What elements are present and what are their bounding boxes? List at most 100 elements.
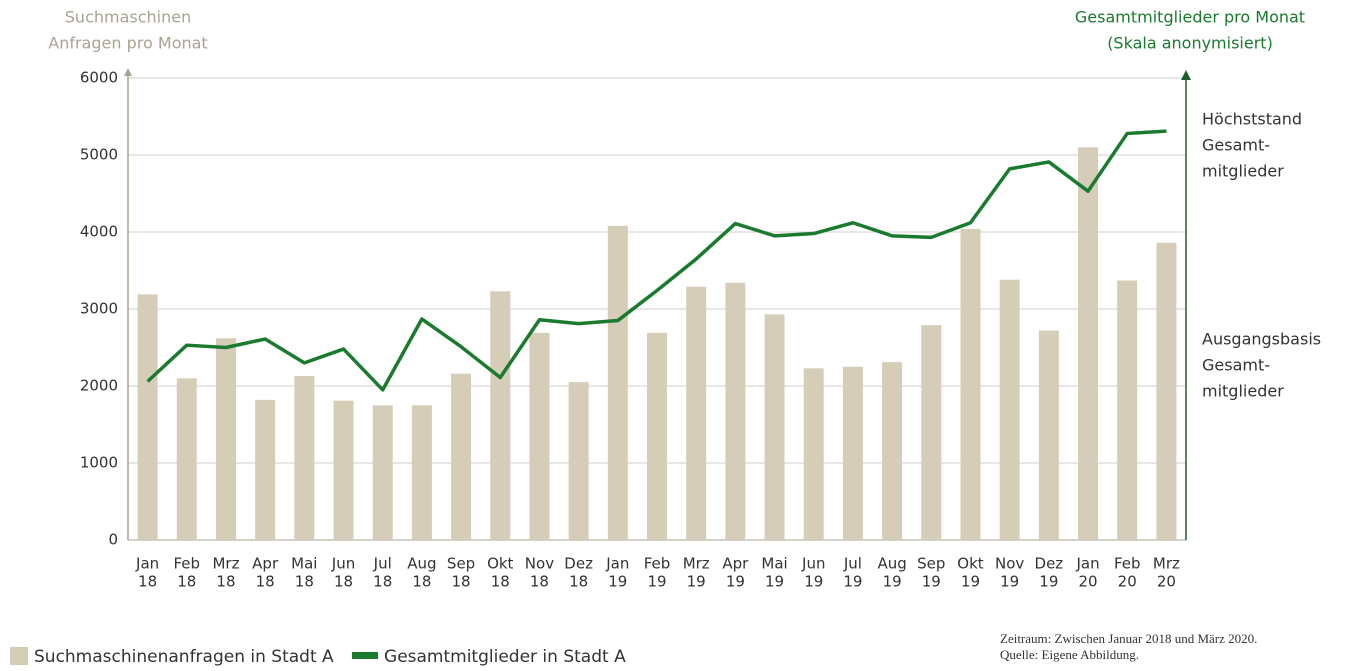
bar xyxy=(294,375,315,540)
x-tick-label: Feb xyxy=(1114,555,1141,573)
legend-label: Gesamtmitglieder in Stadt A xyxy=(384,647,626,667)
legend-label: Suchmaschinenanfragen in Stadt A xyxy=(34,647,334,667)
bar xyxy=(686,286,707,540)
annotation: Gesamt- xyxy=(1202,136,1270,155)
x-tick-label: Apr xyxy=(722,555,749,573)
x-tick-label: Jul xyxy=(373,555,392,573)
annotation: mitglieder xyxy=(1202,382,1284,401)
bar xyxy=(1156,242,1177,540)
x-tick-label: Mai xyxy=(761,555,787,573)
bar xyxy=(372,405,393,540)
bar xyxy=(921,325,942,540)
x-tick-label: Jan xyxy=(605,555,629,573)
y-tick-label: 1000 xyxy=(80,454,118,472)
x-tick-label: 18 xyxy=(295,573,314,591)
legend-swatch xyxy=(352,652,379,659)
x-tick-label: Feb xyxy=(173,555,200,573)
x-tick-label: 19 xyxy=(1039,573,1058,591)
x-tick-label: 19 xyxy=(647,573,666,591)
annotation: Gesamt- xyxy=(1202,356,1270,375)
bar xyxy=(960,228,981,541)
x-tick-label: 18 xyxy=(530,573,549,591)
x-tick-label: Mrz xyxy=(683,555,710,573)
y-tick-label: 0 xyxy=(108,531,118,549)
x-tick-label: 18 xyxy=(412,573,431,591)
bar xyxy=(490,291,511,540)
y-axis-title: Suchmaschinen xyxy=(65,8,191,27)
bar xyxy=(215,338,236,540)
bar xyxy=(137,294,158,540)
bar xyxy=(1078,147,1099,541)
x-tick-label: 18 xyxy=(569,573,588,591)
x-tick-label: Sep xyxy=(917,555,945,573)
x-tick-label: 20 xyxy=(1118,573,1137,591)
x-tick-label: Nov xyxy=(525,555,554,573)
annotation: mitglieder xyxy=(1202,162,1284,181)
x-tick-label: 19 xyxy=(883,573,902,591)
note: Quelle: Eigene Abbildung. xyxy=(1000,647,1139,662)
y-tick-label: 3000 xyxy=(80,300,118,318)
x-tick-label: Dez xyxy=(564,555,593,573)
y2-axis-title: (Skala anonymisiert) xyxy=(1107,34,1273,53)
x-tick-label: Jun xyxy=(331,555,355,573)
y-axis-title: Anfragen pro Monat xyxy=(48,34,207,53)
bar xyxy=(529,332,550,540)
x-tick-label: 20 xyxy=(1157,573,1176,591)
x-tick-label: Jul xyxy=(843,555,862,573)
bar xyxy=(451,373,472,540)
x-tick-label: Dez xyxy=(1035,555,1064,573)
x-tick-label: Feb xyxy=(644,555,671,573)
x-tick-label: Jan xyxy=(135,555,159,573)
x-tick-label: Jun xyxy=(801,555,825,573)
legend-swatch xyxy=(10,647,28,665)
x-tick-label: 19 xyxy=(687,573,706,591)
x-tick-label: 19 xyxy=(765,573,784,591)
y-tick-label: 5000 xyxy=(80,146,118,164)
x-tick-label: Mai xyxy=(291,555,317,573)
x-tick-label: 18 xyxy=(491,573,510,591)
bar xyxy=(176,378,197,540)
x-tick-label: 19 xyxy=(961,573,980,591)
x-tick-label: Okt xyxy=(957,555,983,573)
x-tick-label: 18 xyxy=(216,573,235,591)
bar xyxy=(568,382,589,540)
x-tick-label: Sep xyxy=(447,555,475,573)
bar xyxy=(842,366,863,540)
x-tick-label: 18 xyxy=(177,573,196,591)
x-tick-label: 19 xyxy=(726,573,745,591)
x-tick-label: 20 xyxy=(1078,573,1097,591)
x-tick-label: 19 xyxy=(1000,573,1019,591)
line xyxy=(146,129,1167,392)
bar xyxy=(999,279,1020,540)
bar xyxy=(607,225,628,540)
x-tick-label: Mrz xyxy=(1153,555,1180,573)
y-tick-label: 2000 xyxy=(80,377,118,395)
bar xyxy=(882,362,903,540)
x-tick-label: 19 xyxy=(843,573,862,591)
y2-axis-arrow xyxy=(1181,70,1191,80)
bar xyxy=(255,399,276,540)
x-tick-label: 19 xyxy=(922,573,941,591)
bar xyxy=(803,368,824,540)
x-tick-label: 18 xyxy=(138,573,157,591)
x-tick-label: 19 xyxy=(608,573,627,591)
y-tick-label: 6000 xyxy=(80,69,118,87)
bar xyxy=(411,405,432,540)
x-tick-label: 19 xyxy=(804,573,823,591)
bar xyxy=(647,332,667,540)
x-tick-label: 18 xyxy=(256,573,275,591)
x-tick-label: Nov xyxy=(995,555,1024,573)
annotation: Höchststand xyxy=(1202,110,1302,129)
x-tick-label: 18 xyxy=(373,573,392,591)
annotation: Ausgangsbasis xyxy=(1202,330,1321,349)
x-tick-label: Aug xyxy=(877,555,906,573)
x-tick-label: 18 xyxy=(452,573,471,591)
y-tick-label: 4000 xyxy=(80,223,118,241)
x-tick-label: Apr xyxy=(252,555,279,573)
y2-axis-title: Gesamtmitglieder pro Monat xyxy=(1075,8,1305,27)
x-tick-label: 18 xyxy=(334,573,353,591)
note: Zeitraum: Zwischen Januar 2018 und März … xyxy=(1000,631,1257,646)
bar xyxy=(1038,330,1059,540)
bar xyxy=(333,400,354,540)
